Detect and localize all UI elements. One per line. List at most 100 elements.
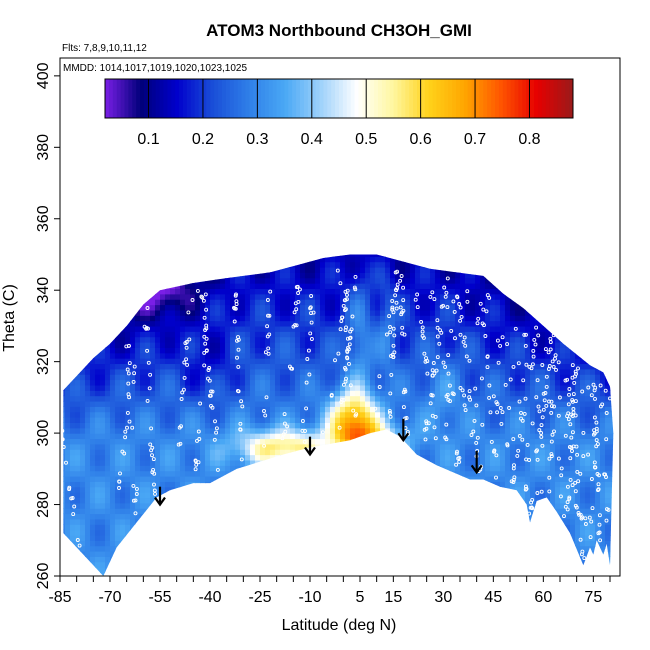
heatmap-cell [65, 395, 71, 402]
heatmap-cell [365, 379, 371, 386]
heatmap-cell [245, 379, 251, 386]
heatmap-cell [100, 518, 106, 525]
heatmap-cell [275, 261, 281, 268]
heatmap-cell [80, 406, 86, 413]
heatmap-cell [210, 545, 216, 552]
heatmap-cell [265, 492, 271, 499]
heatmap-cell [430, 288, 436, 295]
heatmap-cell [360, 578, 366, 584]
heatmap-cell [305, 368, 311, 375]
heatmap-cell [425, 266, 431, 273]
heatmap-cell [440, 315, 446, 322]
heatmap-cell [145, 363, 151, 370]
heatmap-cell [90, 502, 96, 509]
heatmap-cell [340, 492, 346, 499]
heatmap-cell [250, 534, 256, 541]
heatmap-cell [280, 567, 286, 574]
heatmap-cell [200, 254, 206, 257]
heatmap-cell [230, 545, 236, 552]
heatmap-cell [325, 390, 331, 397]
heatmap-cell [380, 567, 386, 574]
heatmap-cell [345, 454, 351, 461]
heatmap-cell [290, 254, 296, 257]
heatmap-cell [320, 438, 326, 445]
heatmap-cell [170, 304, 176, 311]
heatmap-cell [450, 363, 456, 370]
heatmap-cell [130, 534, 136, 541]
heatmap-cell [425, 299, 431, 306]
heatmap-cell [230, 508, 236, 515]
heatmap-cell [365, 508, 371, 515]
heatmap-cell [80, 390, 86, 397]
heatmap-cell [245, 492, 251, 499]
heatmap-cell [110, 572, 116, 576]
heatmap-cell [265, 261, 271, 268]
heatmap-cell [245, 475, 251, 482]
heatmap-cell [305, 315, 311, 322]
heatmap-cell [315, 342, 321, 348]
heatmap-cell [180, 320, 186, 327]
heatmap-cell [140, 379, 146, 386]
heatmap-cell [430, 572, 436, 576]
heatmap-cell [115, 433, 121, 440]
heatmap-cell [220, 449, 226, 456]
heatmap-cell [440, 550, 446, 557]
heatmap-cell [230, 266, 236, 273]
heatmap-cell [270, 384, 276, 391]
heatmap-cell [360, 342, 366, 348]
heatmap-cell [355, 427, 361, 434]
heatmap-cell [370, 502, 376, 509]
heatmap-cell [445, 492, 451, 499]
heatmap-cell [130, 261, 136, 268]
heatmap-cell [195, 315, 201, 322]
heatmap-cell [385, 486, 391, 493]
heatmap-cell [195, 540, 201, 547]
heatmap-cell [210, 567, 216, 574]
heatmap-cell [405, 438, 411, 445]
heatmap-cell [385, 390, 391, 397]
heatmap-cell [275, 449, 281, 456]
heatmap-cell [135, 395, 141, 402]
heatmap-cell [100, 283, 106, 290]
heatmap-cell [370, 561, 376, 568]
heatmap-cell [220, 363, 226, 370]
heatmap-cell [120, 524, 126, 531]
heatmap-cell [450, 481, 456, 488]
heatmap-cell [230, 540, 236, 547]
heatmap-cell [115, 534, 121, 541]
heatmap-cell [155, 325, 161, 332]
heatmap-cell [255, 417, 261, 423]
heatmap-cell [285, 465, 291, 472]
heatmap-cell [130, 561, 136, 568]
heatmap-cell [450, 254, 456, 257]
heatmap-cell [440, 347, 446, 354]
heatmap-cell [280, 449, 286, 456]
heatmap-cell [395, 395, 401, 402]
heatmap-cell [370, 379, 376, 386]
heatmap-cell [130, 358, 136, 365]
heatmap-cell [215, 400, 221, 407]
heatmap-cell [275, 508, 281, 515]
heatmap-cell [280, 486, 286, 493]
heatmap-cell [130, 304, 136, 311]
heatmap-cell [325, 411, 331, 418]
heatmap-cell [325, 449, 331, 456]
heatmap-cell [190, 379, 196, 386]
heatmap-cell [135, 481, 141, 488]
heatmap-cell [75, 304, 81, 311]
heatmap-cell [285, 283, 291, 290]
heatmap-cell [75, 256, 81, 263]
heatmap-cell [150, 567, 156, 574]
heatmap-cell [385, 347, 391, 354]
heatmap-cell [160, 256, 166, 263]
heatmap-cell [195, 288, 201, 295]
heatmap-cell [240, 567, 246, 574]
heatmap-cell [235, 465, 241, 472]
heatmap-cell [115, 352, 121, 359]
heatmap-cell [260, 486, 266, 493]
heatmap-cell [265, 459, 271, 466]
heatmap-cell [70, 304, 76, 311]
heatmap-cell [285, 315, 291, 322]
heatmap-cell [420, 422, 426, 429]
heatmap-cell [190, 422, 196, 429]
